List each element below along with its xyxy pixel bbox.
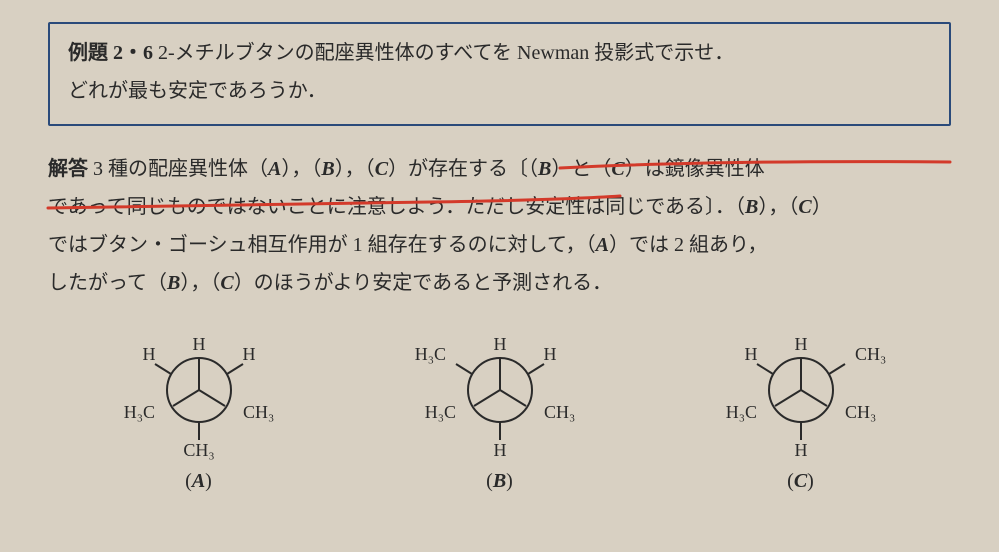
lbl-H: H [493, 334, 506, 354]
ans-l2b: ），（ [758, 196, 798, 218]
newman-B: H H₃C H H₃C CH₃ H (B) [390, 310, 610, 500]
lbl-H: H [242, 344, 255, 364]
problem-text-2: どれが最も安定であろうか． [68, 80, 327, 102]
lbl-H3C: H₃C [123, 402, 154, 422]
newman-row: H H H H₃C CH₃ CH₃ (A) [48, 310, 951, 500]
ans-l2c: ） [812, 196, 832, 218]
lbl-H: H [794, 334, 807, 354]
page: 例題 2・6 2-メチルブタンの配座異性体のすべてを Newman 投影式で示せ… [0, 0, 999, 552]
lbl-CH3: CH₃ [544, 402, 575, 422]
lbl-H: H [744, 344, 757, 364]
ans-l2: であって同じものではないことに注意しよう．ただし安定性は同じである〕．（ [48, 196, 745, 218]
sym-B2: B [538, 158, 551, 180]
ans-l3: ではブタン・ゴーシュ相互作用が 1 組存在するのに対して，（ [48, 234, 596, 256]
proj-label-B: (B) [390, 462, 610, 500]
ans-t1: 3 種の配座異性体（ [93, 158, 268, 180]
ans-t4: ）が存在する〔（ [388, 158, 538, 180]
lbl-CH3: CH₃ [845, 402, 876, 422]
newman-B-svg: H H₃C H H₃C CH₃ H [390, 310, 610, 460]
sym-C2: C [611, 158, 624, 180]
ans-t5: ）と（ [551, 158, 611, 180]
ans-l3b: ）では 2 組あり， [609, 234, 768, 256]
lbl-H: H [192, 334, 205, 354]
newman-A: H H H H₃C CH₃ CH₃ (A) [89, 310, 309, 500]
newman-C-svg: H H CH₃ H₃C CH₃ H [691, 310, 911, 460]
proj-label-C: (C) [691, 462, 911, 500]
sym-C3: C [798, 196, 811, 218]
ans-l4a: したがって（ [48, 272, 167, 294]
newman-A-svg: H H H H₃C CH₃ CH₃ [89, 310, 309, 460]
proj-label-A: (A) [89, 462, 309, 500]
answer-label: 解答 [48, 158, 88, 180]
sym-A2: A [596, 234, 609, 256]
sym-B4: B [167, 272, 180, 294]
ans-t3: ），（ [335, 158, 375, 180]
problem-text-1: 2-メチルブタンの配座異性体のすべてを Newman 投影式で示せ． [158, 42, 734, 64]
sym-B3: B [745, 196, 758, 218]
lbl-H3C: H₃C [414, 344, 445, 364]
ans-l4c: ）のほうがより安定であると予測される． [234, 272, 612, 294]
sym-A: A [268, 158, 281, 180]
lbl-H: H [142, 344, 155, 364]
sym-B: B [321, 158, 334, 180]
lbl-H3C: H₃C [725, 402, 756, 422]
ans-t2: ），（ [281, 158, 321, 180]
newman-C: H H CH₃ H₃C CH₃ H (C) [691, 310, 911, 500]
ans-l4b: ），（ [180, 272, 220, 294]
problem-box: 例題 2・6 2-メチルブタンの配座異性体のすべてを Newman 投影式で示せ… [48, 22, 951, 126]
sym-C: C [375, 158, 388, 180]
lbl-CH3: CH₃ [183, 440, 214, 460]
problem-label: 例題 2・6 [68, 42, 153, 64]
lbl-H3C: H₃C [424, 402, 455, 422]
lbl-H: H [493, 440, 506, 460]
lbl-CH3: CH₃ [855, 344, 886, 364]
ans-t6: ）は鏡像異性体 [625, 158, 765, 180]
lbl-CH3: CH₃ [243, 402, 274, 422]
sym-C4: C [220, 272, 233, 294]
lbl-H: H [794, 440, 807, 460]
lbl-H: H [543, 344, 556, 364]
answer-body: 解答 3 種の配座異性体（A），（B），（C）が存在する〔（B）と（C）は鏡像異… [48, 150, 951, 302]
